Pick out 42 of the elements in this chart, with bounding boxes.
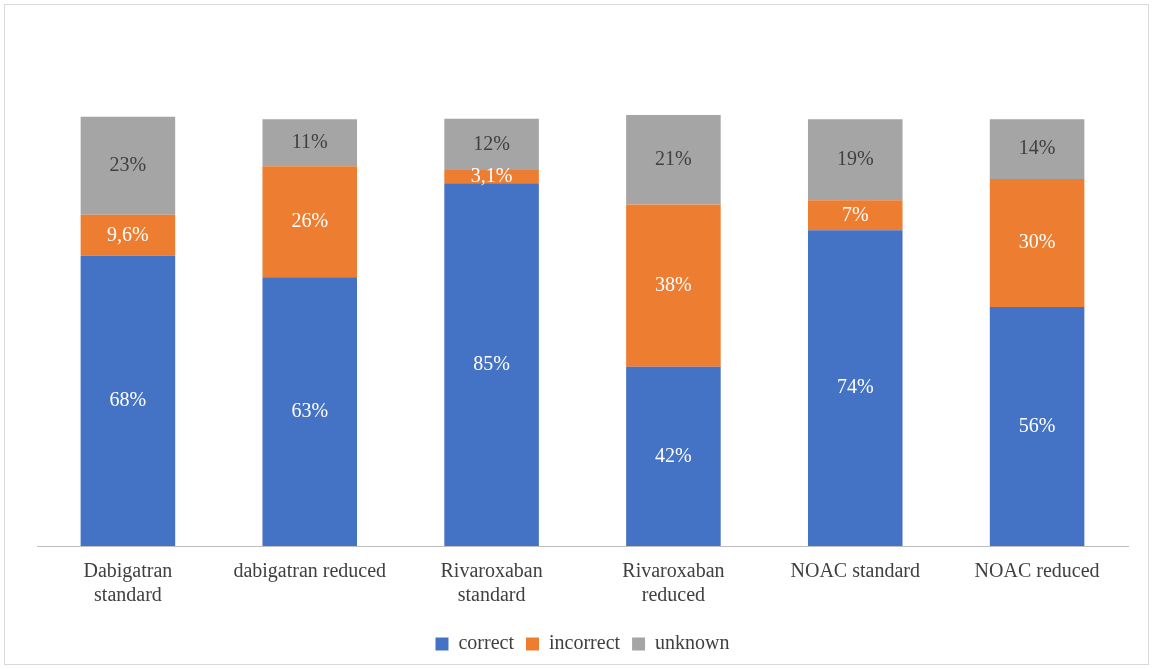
data-label: 14% <box>1018 136 1056 159</box>
data-label: 68% <box>109 388 147 411</box>
x-tick-label: Dabigatran standard <box>83 559 173 606</box>
bar <box>989 179 1085 308</box>
data-label: 11% <box>291 129 328 152</box>
data-label: 38% <box>655 272 692 295</box>
data-label: 9,6% <box>107 222 149 245</box>
x-tick-label: NOAC standard <box>790 559 920 582</box>
legend-label: unknown <box>655 631 730 654</box>
bar <box>80 255 176 546</box>
bar <box>989 119 1085 180</box>
bar <box>807 230 903 546</box>
x-tick-label: NOAC reduced <box>974 559 1100 582</box>
data-label: 56% <box>1018 413 1056 436</box>
data-label: 23% <box>109 153 147 176</box>
data-label: 12% <box>473 131 510 154</box>
data-label: 3,1% <box>470 163 513 186</box>
data-label: 42% <box>655 443 692 466</box>
legend-label: incorrect <box>549 631 621 654</box>
data-label: 21% <box>655 147 692 170</box>
bar <box>989 307 1085 546</box>
bar <box>807 200 903 231</box>
bar <box>262 277 358 546</box>
data-label: 30% <box>1018 230 1056 253</box>
bar <box>80 116 176 215</box>
legend-label: correct <box>458 631 515 654</box>
data-label: 19% <box>836 147 874 170</box>
bar <box>262 166 358 278</box>
bar <box>626 115 721 205</box>
data-label: 74% <box>836 375 874 398</box>
bar <box>262 119 358 167</box>
bar <box>626 204 721 367</box>
bar <box>807 119 903 201</box>
data-label: 26% <box>291 208 329 231</box>
data-label: 63% <box>291 398 329 421</box>
data-label: 7% <box>841 202 869 225</box>
x-tick-label: dabigatran reduced <box>233 559 387 583</box>
data-label: 85% <box>473 351 510 374</box>
bar <box>80 214 176 256</box>
bar <box>626 366 721 546</box>
x-tick-label: Rivaroxaban reduced <box>622 559 725 606</box>
x-tick-label: Rivaroxaban standard <box>440 559 543 606</box>
